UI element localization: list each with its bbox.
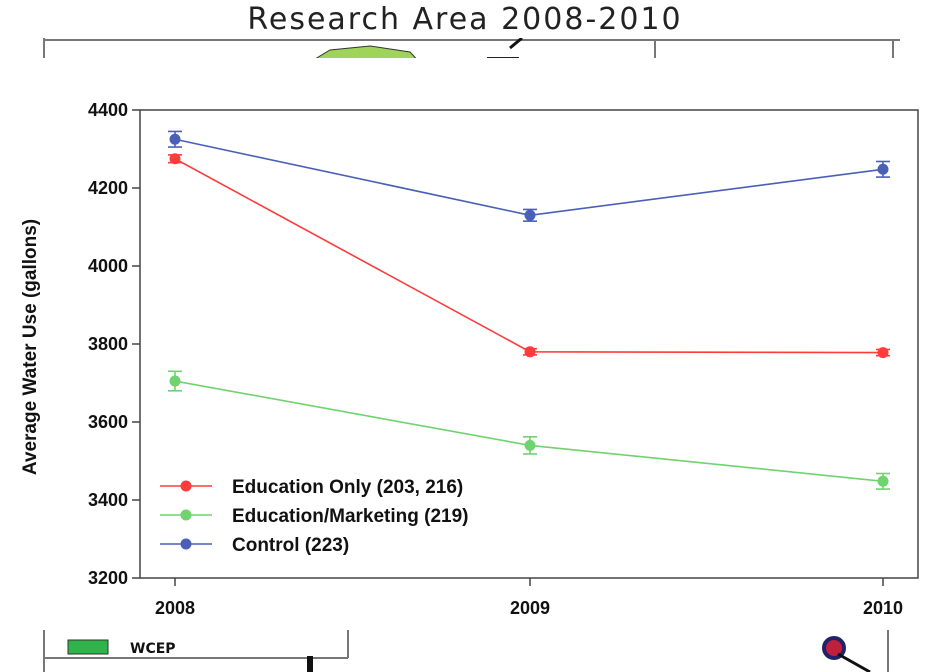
data-point: [169, 133, 181, 145]
data-point: [877, 347, 889, 359]
data-point: [169, 375, 181, 387]
legend-label: Education Only (203, 216): [232, 477, 463, 498]
y-tick-label: 3600: [88, 412, 128, 432]
y-tick-label: 3200: [88, 568, 128, 588]
data-point: [524, 439, 536, 451]
legend-label: Education/Marketing (219): [232, 506, 469, 527]
chart-background: [0, 58, 930, 638]
line-chart: 3200 3400 3600 3800 4000 4200 4400 2008 2009 2010…: [0, 58, 930, 638]
data-point: [524, 346, 536, 358]
data-point: [877, 163, 889, 175]
y-tick-label: 3400: [88, 490, 128, 510]
data-point: [169, 153, 181, 165]
data-point: [877, 475, 889, 487]
y-axis-title: Average Water Use (gallons): [20, 219, 41, 475]
map-fragment-bottom: WCEP: [43, 630, 889, 672]
y-tick-label: 4000: [88, 256, 128, 276]
legend-marker: [180, 480, 192, 492]
x-tick-label: 2009: [510, 598, 550, 618]
data-point: [524, 209, 536, 221]
x-tick-label: 2008: [155, 598, 195, 618]
y-tick-label: 4400: [88, 100, 128, 120]
legend-label: Control (223): [232, 535, 349, 556]
wcep-legend-swatch: [67, 639, 109, 655]
y-tick-label: 4200: [88, 178, 128, 198]
map-title: Research Area 2008-2010: [247, 2, 683, 37]
legend-marker: [180, 509, 192, 521]
wcep-legend-label: WCEP: [130, 641, 176, 657]
x-tick-label: 2010: [863, 598, 903, 618]
legend-marker: [180, 538, 192, 550]
y-tick-label: 3800: [88, 334, 128, 354]
